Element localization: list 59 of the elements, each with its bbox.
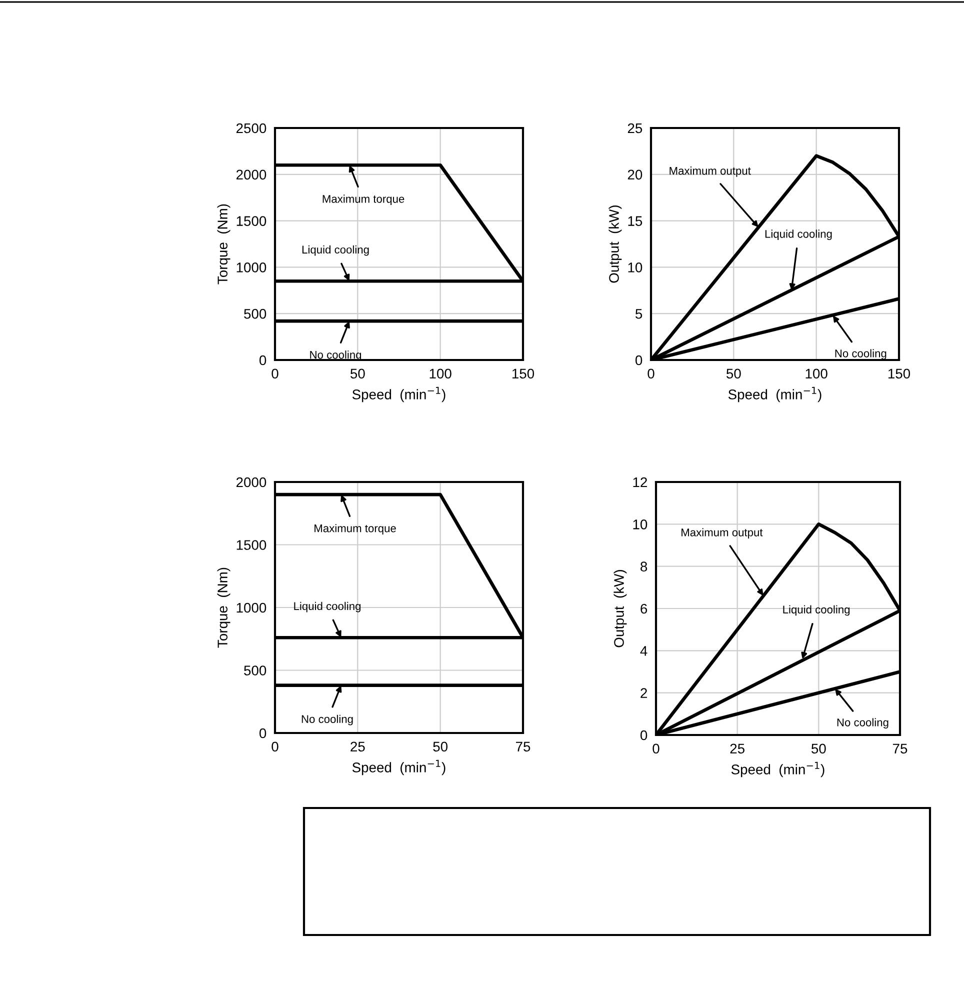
x-axis-title: Speed (min$^{−1}$) <box>352 386 446 402</box>
annotation: Maximum torque <box>322 194 404 206</box>
y-tick-label: 2500 <box>236 123 266 134</box>
x-tick-label: 75 <box>516 742 530 752</box>
x-tick-label: 0 <box>648 368 654 379</box>
y-axis-title: Output (kW) <box>608 206 622 283</box>
y-tick-label: 1000 <box>236 262 266 272</box>
x-tick-label: 25 <box>730 744 744 754</box>
annotation: Liquid cooling <box>302 245 369 256</box>
annotation: Maximum output <box>682 528 763 539</box>
annotation: No cooling <box>837 718 888 729</box>
annotation: Maximum output <box>670 166 751 177</box>
x-tick-label: 0 <box>272 368 278 379</box>
annotation: Liquid cooling <box>765 230 832 240</box>
x-tick-label: 25 <box>350 742 365 752</box>
y-axis-title: Output (kW) <box>614 570 627 648</box>
annotation: Liquid cooling <box>783 605 850 616</box>
annotation: No cooling <box>302 714 353 726</box>
y-tick-label: 0 <box>640 730 648 740</box>
y-axis-title: Torque (Nm) <box>217 568 230 648</box>
y-tick-label: 25 <box>628 123 642 134</box>
y-tick-label: 1500 <box>236 216 266 226</box>
x-tick-label: 0 <box>272 742 278 752</box>
y-tick-label: 1000 <box>236 602 266 613</box>
y-tick-label: 8 <box>640 562 648 572</box>
x-tick-label: 50 <box>812 744 826 754</box>
x-tick-label: 50 <box>350 368 365 379</box>
y-tick-label: 0 <box>259 355 266 366</box>
x-tick-label: 50 <box>726 368 741 379</box>
y-tick-label: 0 <box>259 728 266 738</box>
x-tick-label: 150 <box>512 368 534 379</box>
y-tick-label: 5 <box>636 309 642 319</box>
y-axis-title: Torque (Nm) <box>217 204 230 284</box>
x-axis-title: Speed (min$^{−1}$) <box>352 760 446 776</box>
y-tick-label: 10 <box>633 520 648 530</box>
y-tick-label: 2000 <box>236 477 266 488</box>
y-tick-label: 500 <box>244 666 266 676</box>
y-tick-label: 500 <box>244 308 266 319</box>
y-tick-label: 4 <box>640 646 648 656</box>
annotation: Maximum torque <box>314 524 396 534</box>
x-tick-label: 100 <box>430 368 452 379</box>
x-axis-title: Speed (min$^{−1}$) <box>728 386 822 402</box>
y-tick-label: 20 <box>628 170 642 180</box>
y-tick-label: 2000 <box>236 170 266 180</box>
y-tick-label: 6 <box>640 604 648 614</box>
y-tick-label: 1500 <box>236 540 266 550</box>
y-tick-label: 0 <box>635 355 642 366</box>
annotation: Liquid cooling <box>294 602 361 612</box>
y-tick-label: 12 <box>633 477 647 488</box>
x-tick-label: 50 <box>433 742 448 752</box>
x-tick-label: 150 <box>888 368 910 379</box>
x-tick-label: 0 <box>652 744 660 754</box>
annotation: No cooling <box>835 349 886 360</box>
x-axis-title: Speed (min$^{−1}$) <box>731 762 824 778</box>
y-tick-label: 10 <box>628 262 642 272</box>
y-tick-label: 2 <box>640 688 647 698</box>
y-tick-label: 15 <box>628 216 642 226</box>
x-tick-label: 100 <box>806 368 828 379</box>
x-tick-label: 75 <box>892 744 908 754</box>
